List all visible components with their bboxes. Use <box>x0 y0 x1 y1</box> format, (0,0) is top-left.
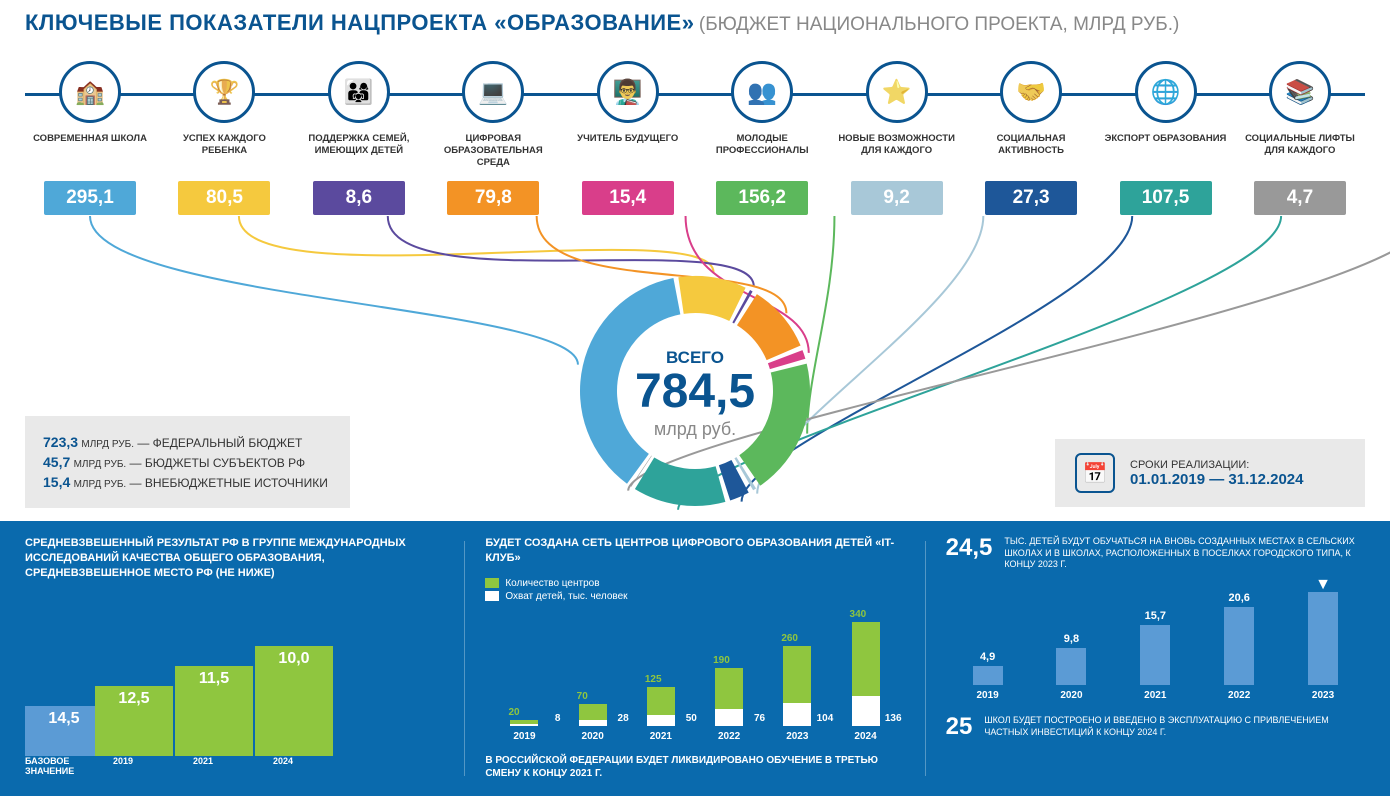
category-value: 80,5 <box>178 181 270 215</box>
step-bar: 14,5 <box>25 706 103 756</box>
bar-group: 260 104 2023 <box>763 616 831 742</box>
category-icon: 💻 <box>462 61 524 123</box>
category-3: 💻 ЦИФРОВАЯ ОБРАЗОВАТЕЛЬНАЯ СРЕДА 79,8 <box>428 61 558 215</box>
category-label: СОЦИАЛЬНЫЕ ЛИФТЫ ДЛЯ КАЖДОГО <box>1235 133 1365 173</box>
category-icon: 🤝 <box>1000 61 1062 123</box>
category-label: ЭКСПОРТ ОБРАЗОВАНИЯ <box>1105 133 1227 173</box>
category-label: МОЛОДЫЕ ПРОФЕССИОНАЛЫ <box>697 133 827 173</box>
header: КЛЮЧЕВЫЕ ПОКАЗАТЕЛИ НАЦПРОЕКТА «ОБРАЗОВА… <box>0 0 1390 41</box>
category-value: 156,2 <box>716 181 808 215</box>
category-2: 👨‍👩‍👧 ПОДДЕРЖКА СЕМЕЙ, ИМЕЮЩИХ ДЕТЕЙ 8,6 <box>294 61 424 215</box>
category-label: ПОДДЕРЖКА СЕМЕЙ, ИМЕЮЩИХ ДЕТЕЙ <box>294 133 424 173</box>
category-label: ЦИФРОВАЯ ОБРАЗОВАТЕЛЬНАЯ СРЕДА <box>428 133 558 173</box>
bar-group: 20 8 2019 <box>490 616 558 742</box>
category-value: 79,8 <box>447 181 539 215</box>
budget-box: 723,3 МЛРД РУБ. — ФЕДЕРАЛЬНЫЙ БЮДЖЕТ 45,7… <box>25 416 350 508</box>
calendar-icon: 📅 <box>1075 453 1115 493</box>
category-5: 👥 МОЛОДЫЕ ПРОФЕССИОНАЛЫ 156,2 <box>697 61 827 215</box>
category-7: 🤝 СОЦИАЛЬНАЯ АКТИВНОСТЬ 27,3 <box>966 61 1096 215</box>
budget-line: 45,7 МЛРД РУБ. — БЮДЖЕТЫ СУБЪЕКТОВ РФ <box>43 454 332 470</box>
bar-group: 340 136 2024 <box>831 616 899 742</box>
category-icon: 🏫 <box>59 61 121 123</box>
category-value: 295,1 <box>44 181 136 215</box>
categories-row: 🏫 СОВРЕМЕННАЯ ШКОЛА 295,1🏆 УСПЕХ КАЖДОГО… <box>25 61 1365 215</box>
stat1-num: 24,5 <box>946 536 993 571</box>
stat-2: 25 ШКОЛ БУДЕТ ПОСТРОЕНО И ВВЕДЕНО В ЭКСП… <box>946 715 1365 739</box>
category-value: 8,6 <box>313 181 405 215</box>
step-bar: 12,5 <box>95 686 173 756</box>
category-0: 🏫 СОВРЕМЕННАЯ ШКОЛА 295,1 <box>25 61 155 215</box>
category-icon: 🏆 <box>193 61 255 123</box>
category-6: ⭐ НОВЫЕ ВОЗМОЖНОСТИ ДЛЯ КАЖДОГО 9,2 <box>832 61 962 215</box>
step-bar: 10,0 <box>255 646 333 756</box>
panel-3: 24,5 ТЫС. ДЕТЕЙ БУДУТ ОБУЧАТЬСЯ НА ВНОВЬ… <box>946 536 1365 781</box>
donut-center: ВСЕГО 784,5 млрд руб. <box>635 348 755 440</box>
category-icon: 📚 <box>1269 61 1331 123</box>
bar-chart-3: 4,920199,8202015,7202120,62022▼2023 <box>946 581 1365 701</box>
panel-1: СРЕДНЕВЗВЕШЕННЫЙ РЕЗУЛЬТАТ РФ В ГРУППЕ М… <box>25 536 444 781</box>
category-icon: 👥 <box>731 61 793 123</box>
category-label: СОВРЕМЕННАЯ ШКОЛА <box>33 133 147 173</box>
panel-2: БУДЕТ СОЗДАНА СЕТЬ ЦЕНТРОВ ЦИФРОВОГО ОБР… <box>485 536 904 781</box>
bar3-item: 20,62022 <box>1197 592 1281 701</box>
stat-1: 24,5 ТЫС. ДЕТЕЙ БУДУТ ОБУЧАТЬСЯ НА ВНОВЬ… <box>946 536 1365 571</box>
category-label: НОВЫЕ ВОЗМОЖНОСТИ ДЛЯ КАЖДОГО <box>832 133 962 173</box>
stat1-text: ТЫС. ДЕТЕЙ БУДУТ ОБУЧАТЬСЯ НА ВНОВЬ СОЗД… <box>1004 536 1365 571</box>
timeline-box: 📅 СРОКИ РЕАЛИЗАЦИИ: 01.01.2019 — 31.12.2… <box>1055 439 1365 507</box>
bar3-item: 9,82020 <box>1030 633 1114 701</box>
category-value: 9,2 <box>851 181 943 215</box>
x-label: 2024 <box>273 756 353 776</box>
timeline-dates: 01.01.2019 — 31.12.2024 <box>1130 471 1303 488</box>
category-value: 27,3 <box>985 181 1077 215</box>
bar3-item: ▼2023 <box>1281 589 1365 701</box>
title-sub: (БЮДЖЕТ НАЦИОНАЛЬНОГО ПРОЕКТА, МЛРД РУБ.… <box>699 14 1179 35</box>
legend-item: Охват детей, тыс. человек <box>485 591 904 602</box>
bar3-item: 15,72021 <box>1113 610 1197 701</box>
timeline-label: СРОКИ РЕАЛИЗАЦИИ: <box>1130 459 1303 471</box>
donut-chart: ВСЕГО 784,5 млрд руб. <box>575 271 815 516</box>
budget-line: 723,3 МЛРД РУБ. — ФЕДЕРАЛЬНЫЙ БЮДЖЕТ <box>43 434 332 450</box>
stat2-text: ШКОЛ БУДЕТ ПОСТРОЕНО И ВВЕДЕНО В ЭКСПЛУА… <box>984 715 1365 739</box>
bar-group: 70 28 2020 <box>559 616 627 742</box>
stat2-num: 25 <box>946 715 973 739</box>
category-1: 🏆 УСПЕХ КАЖДОГО РЕБЕНКА 80,5 <box>159 61 289 215</box>
panel1-title: СРЕДНЕВЗВЕШЕННЫЙ РЕЗУЛЬТАТ РФ В ГРУППЕ М… <box>25 536 444 581</box>
category-value: 107,5 <box>1120 181 1212 215</box>
category-icon: 🌐 <box>1135 61 1197 123</box>
step-chart: 14,512,511,510,0БАЗОВОЕ ЗНАЧЕНИЕ20192021… <box>25 601 444 756</box>
title-main: КЛЮЧЕВЫЕ ПОКАЗАТЕЛИ НАЦПРОЕКТА «ОБРАЗОВА… <box>25 10 694 35</box>
top-section: 🏫 СОВРЕМЕННАЯ ШКОЛА 295,1🏆 УСПЕХ КАЖДОГО… <box>0 41 1390 521</box>
category-icon: 👨‍👩‍👧 <box>328 61 390 123</box>
x-label: 2019 <box>113 756 193 776</box>
category-value: 15,4 <box>582 181 674 215</box>
category-label: УЧИТЕЛЬ БУДУЩЕГО <box>577 133 678 173</box>
budget-line: 15,4 МЛРД РУБ. — ВНЕБЮДЖЕТНЫЕ ИСТОЧНИКИ <box>43 474 332 490</box>
bottom-section: СРЕДНЕВЗВЕШЕННЫЙ РЕЗУЛЬТАТ РФ В ГРУППЕ М… <box>0 521 1390 796</box>
step-bar: 11,5 <box>175 666 253 756</box>
panel2-note: В РОССИЙСКОЙ ФЕДЕРАЦИИ БУДЕТ ЛИКВИДИРОВА… <box>485 754 904 780</box>
bar-group: 125 50 2021 <box>627 616 695 742</box>
category-4: 👨‍🏫 УЧИТЕЛЬ БУДУЩЕГО 15,4 <box>563 61 693 215</box>
x-label: БАЗОВОЕ ЗНАЧЕНИЕ <box>25 756 113 776</box>
bar3-item: 4,92019 <box>946 651 1030 701</box>
category-9: 📚 СОЦИАЛЬНЫЕ ЛИФТЫ ДЛЯ КАЖДОГО 4,7 <box>1235 61 1365 215</box>
panel2-title: БУДЕТ СОЗДАНА СЕТЬ ЦЕНТРОВ ЦИФРОВОГО ОБР… <box>485 536 904 566</box>
donut-label-bottom: млрд руб. <box>635 419 755 440</box>
bar-group: 190 76 2022 <box>695 616 763 742</box>
category-value: 4,7 <box>1254 181 1346 215</box>
category-label: СОЦИАЛЬНАЯ АКТИВНОСТЬ <box>966 133 1096 173</box>
legend-item: Количество центров <box>485 578 904 589</box>
x-label: 2021 <box>193 756 273 776</box>
category-icon: 👨‍🏫 <box>597 61 659 123</box>
category-8: 🌐 ЭКСПОРТ ОБРАЗОВАНИЯ 107,5 <box>1101 61 1231 215</box>
stacked-bar-chart: 20 8 2019 70 28 2020 125 50 2021 190 76 … <box>485 612 904 742</box>
panel2-legend: Количество центров Охват детей, тыс. чело… <box>485 578 904 602</box>
category-icon: ⭐ <box>866 61 928 123</box>
donut-value: 784,5 <box>635 368 755 416</box>
category-label: УСПЕХ КАЖДОГО РЕБЕНКА <box>159 133 289 173</box>
